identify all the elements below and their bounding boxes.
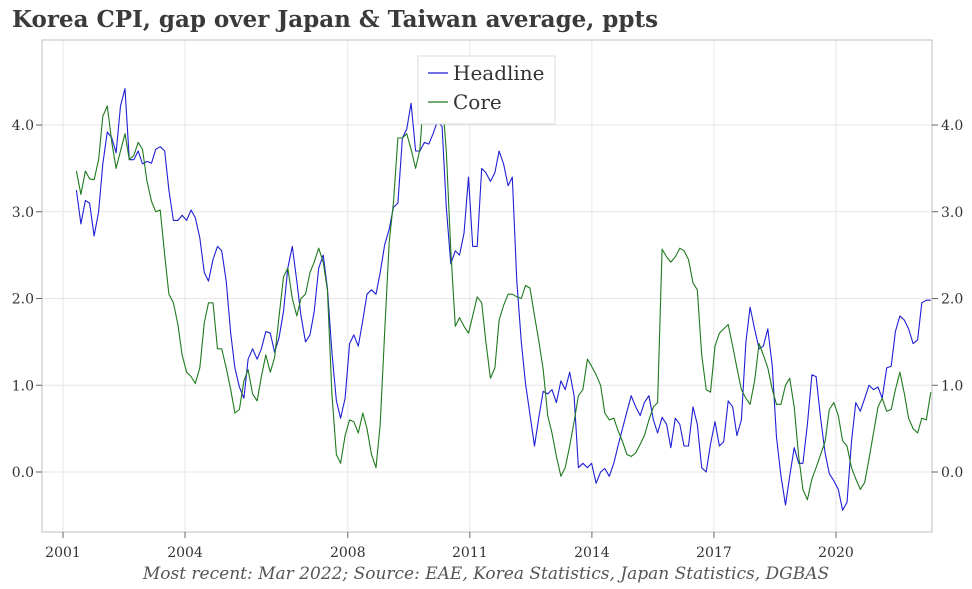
chart-footer: Most recent: Mar 2022; Source: EAE, Kore… xyxy=(142,564,830,584)
y-tick-label-right: 1.0 xyxy=(941,378,963,394)
y-tick-label: 3.0 xyxy=(12,205,34,221)
y-tick-label-right: 4.0 xyxy=(941,118,963,134)
x-tick-label: 2001 xyxy=(45,545,81,561)
y-tick-label: 1.0 xyxy=(12,378,34,394)
y-tick-label-right: 2.0 xyxy=(941,292,963,308)
y-tick-label: 2.0 xyxy=(12,292,34,308)
x-tick-label: 2017 xyxy=(696,545,732,561)
x-tick-label: 2011 xyxy=(452,545,488,561)
x-axis: 2001 2004 2008 2011 2014 2017 2020 xyxy=(45,532,854,561)
series-line-core xyxy=(75,63,932,501)
legend-label-core: Core xyxy=(453,90,502,114)
plot-frame xyxy=(41,39,933,533)
legend-box xyxy=(417,55,556,125)
legend: Headline Core xyxy=(417,55,556,125)
y-tick-label: 0.0 xyxy=(12,465,34,481)
chart-title: Korea CPI, gap over Japan & Taiwan avera… xyxy=(12,6,659,33)
series-lines xyxy=(75,63,932,511)
x-tick-label: 2004 xyxy=(167,545,203,561)
x-tick-label: 2008 xyxy=(330,545,366,561)
y-tick-label: 4.0 xyxy=(12,118,34,134)
x-tick-label: 2020 xyxy=(818,545,854,561)
y-tick-label-right: 3.0 xyxy=(941,205,963,221)
x-tick-label: 2014 xyxy=(574,545,610,561)
series-line-headline xyxy=(75,88,931,511)
y-axis-right: 0.0 1.0 2.0 3.0 4.0 xyxy=(932,118,963,481)
y-tick-label-right: 0.0 xyxy=(941,465,963,481)
legend-label-headline: Headline xyxy=(453,61,545,85)
y-axis-left: 0.0 1.0 2.0 3.0 4.0 xyxy=(12,118,42,481)
